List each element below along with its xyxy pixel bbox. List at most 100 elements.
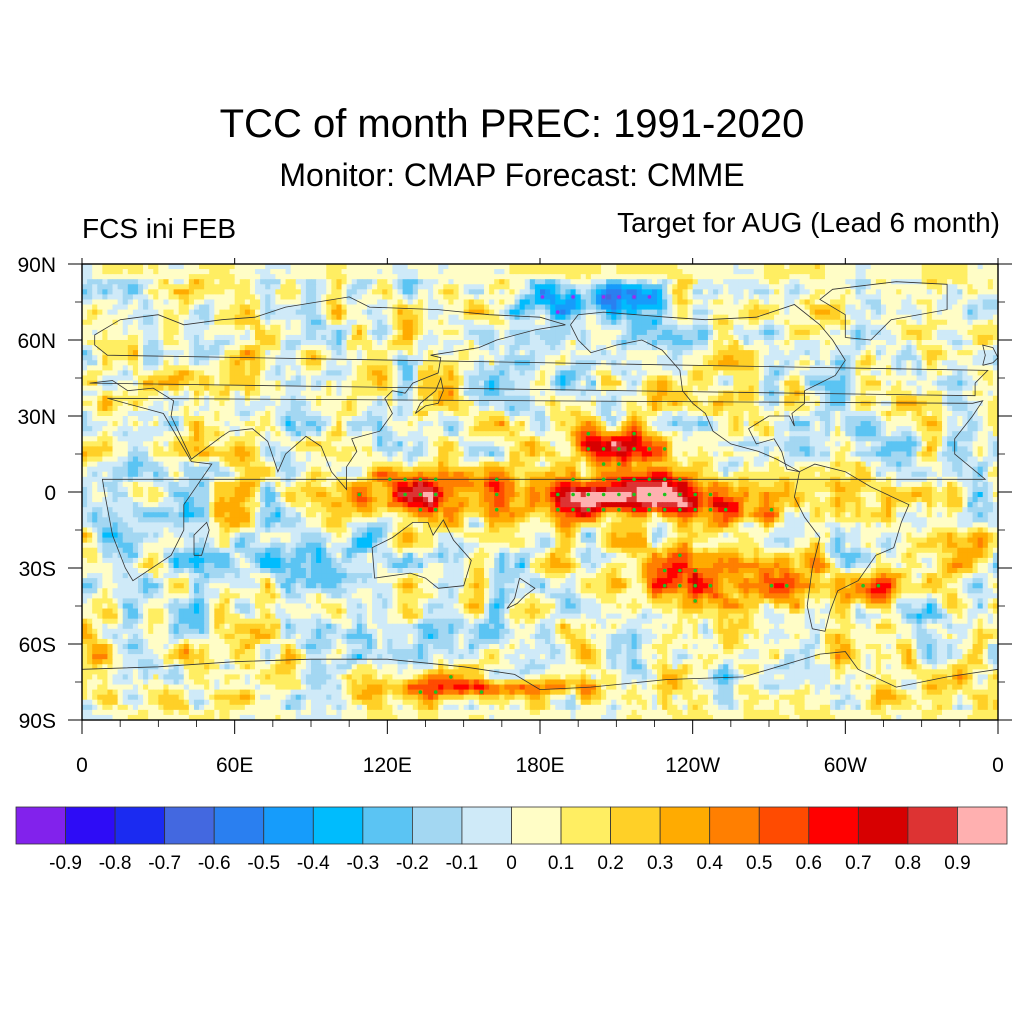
tcc-cell <box>214 375 220 382</box>
tcc-cell <box>936 309 943 316</box>
tcc-cell <box>891 299 897 306</box>
tcc-cell <box>687 269 694 275</box>
tcc-cell <box>595 264 602 270</box>
tcc-cell <box>188 365 195 371</box>
tcc-cell <box>845 360 852 366</box>
tcc-cell <box>87 304 93 311</box>
tcc-cell <box>336 299 343 306</box>
tcc-cell <box>697 324 704 331</box>
tcc-cell <box>448 294 455 301</box>
tcc-cell <box>743 279 750 285</box>
tcc-cell <box>977 345 984 351</box>
tcc-cell <box>692 329 699 336</box>
tcc-cell <box>239 385 246 392</box>
tcc-cell <box>697 365 704 371</box>
tcc-cell <box>875 314 882 321</box>
tcc-cell <box>738 309 745 316</box>
tcc-cell <box>753 345 760 351</box>
tcc-cell <box>570 299 577 306</box>
tcc-cell <box>611 309 617 316</box>
tcc-cell <box>555 345 561 351</box>
tcc-cell <box>713 324 719 331</box>
tcc-cell <box>677 345 684 351</box>
tcc-cell <box>458 390 465 397</box>
tcc-cell <box>438 350 444 356</box>
tcc-cell <box>901 360 907 366</box>
tcc-cell <box>244 395 251 402</box>
tcc-cell <box>560 269 567 275</box>
tcc-cell <box>193 284 200 290</box>
tcc-cell <box>942 370 948 377</box>
tcc-cell <box>351 340 358 346</box>
tcc-cell <box>819 355 826 361</box>
tcc-cell <box>219 370 226 377</box>
tcc-cell <box>901 340 907 346</box>
tcc-cell <box>234 360 241 366</box>
tcc-cell <box>692 309 699 316</box>
tcc-cell <box>545 264 551 270</box>
tcc-cell <box>509 274 516 280</box>
tcc-cell <box>504 345 511 351</box>
tcc-cell <box>621 380 628 387</box>
tcc-cell <box>855 334 862 341</box>
tcc-cell <box>484 380 490 387</box>
tcc-cell <box>875 299 882 306</box>
tcc-cell <box>417 319 424 326</box>
tcc-cell <box>173 279 180 285</box>
tcc-cell <box>219 375 226 382</box>
tcc-cell <box>173 319 180 326</box>
tcc-cell <box>280 304 287 311</box>
tcc-cell <box>753 289 760 295</box>
tcc-cell <box>255 395 261 402</box>
tcc-cell <box>534 360 541 366</box>
tcc-cell <box>830 274 836 280</box>
tcc-cell <box>463 289 470 295</box>
tcc-cell <box>326 289 332 295</box>
tcc-cell <box>733 324 740 331</box>
tcc-cell <box>886 299 892 306</box>
tcc-cell <box>580 279 587 285</box>
tcc-cell <box>987 340 994 346</box>
tcc-cell <box>443 340 449 346</box>
tcc-cell <box>295 294 302 301</box>
tcc-cell <box>509 279 516 285</box>
tcc-cell <box>351 345 358 351</box>
tcc-cell <box>239 294 246 301</box>
tcc-cell <box>789 314 796 321</box>
tcc-cell <box>209 355 215 361</box>
tcc-cell <box>687 340 694 346</box>
tcc-cell <box>728 360 734 366</box>
tcc-cell <box>168 375 175 382</box>
tcc-cell <box>122 294 129 301</box>
tcc-cell <box>657 319 663 326</box>
tcc-cell <box>178 294 185 301</box>
tcc-cell <box>178 274 185 280</box>
tcc-cell <box>713 299 719 306</box>
tcc-cell <box>402 370 409 377</box>
tcc-cell <box>402 380 409 387</box>
tcc-cell <box>555 390 561 397</box>
tcc-cell <box>346 380 353 387</box>
tcc-cell <box>641 309 648 316</box>
tcc-cell <box>168 329 175 336</box>
tcc-cell <box>738 390 745 397</box>
tcc-cell <box>845 350 852 356</box>
tcc-cell <box>158 304 165 311</box>
tcc-cell <box>204 350 210 356</box>
tcc-cell <box>753 269 760 275</box>
tcc-cell <box>204 274 210 280</box>
tcc-cell <box>590 279 597 285</box>
tcc-cell <box>173 385 180 392</box>
tcc-cell <box>519 264 526 270</box>
tcc-cell <box>702 279 709 285</box>
tcc-cell <box>463 319 470 326</box>
tcc-cell <box>509 370 516 377</box>
tcc-cell <box>824 279 831 285</box>
tcc-cell <box>763 274 770 280</box>
tcc-cell <box>926 385 933 392</box>
tcc-cell <box>188 274 195 280</box>
tcc-cell <box>733 289 740 295</box>
tcc-cell <box>626 314 633 321</box>
tcc-cell <box>422 370 429 377</box>
tcc-cell <box>478 380 485 387</box>
